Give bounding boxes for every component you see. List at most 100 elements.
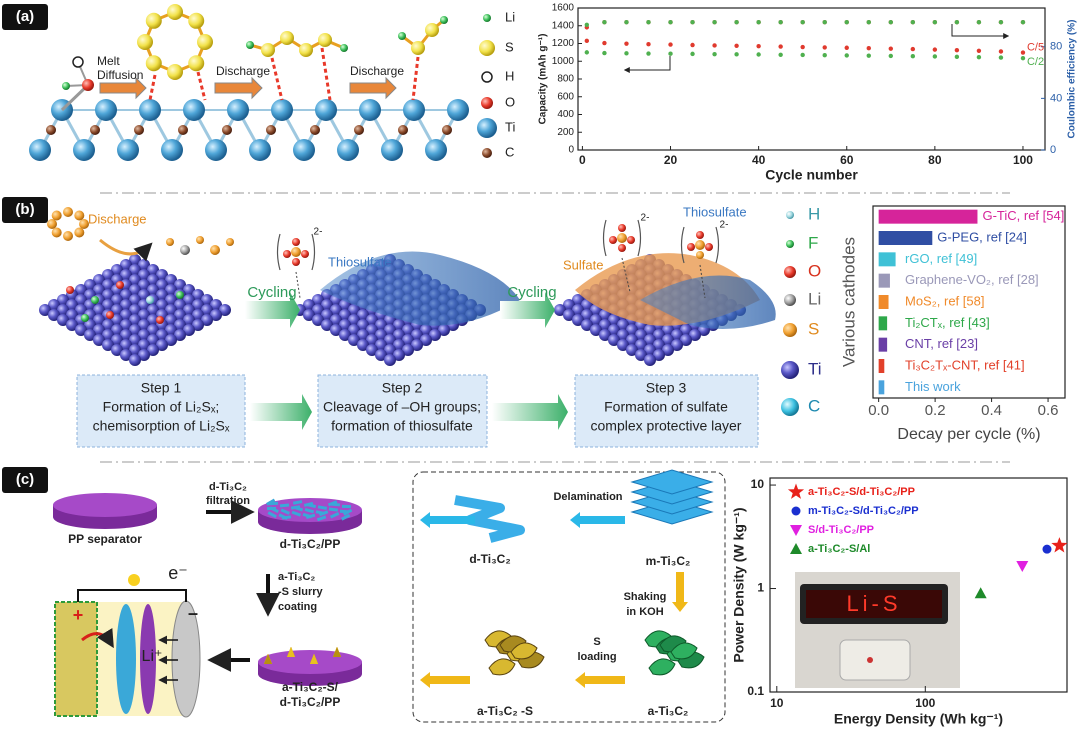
legend-label: a-Ti₃C₂-S/Al <box>808 543 870 555</box>
data-point <box>624 20 629 25</box>
atom <box>174 309 186 321</box>
atom <box>111 344 123 356</box>
atom <box>192 299 204 311</box>
panel-label: (c) <box>16 471 34 488</box>
crumpled-flake <box>670 642 698 660</box>
plot-frame <box>872 205 1066 399</box>
data-point <box>910 53 916 59</box>
flake <box>305 513 316 520</box>
atom <box>102 319 114 331</box>
label: Thiosulfate <box>328 254 392 269</box>
atom <box>188 12 205 29</box>
atom <box>617 319 629 331</box>
atom <box>653 349 665 361</box>
atom <box>689 329 701 341</box>
atom <box>75 304 87 316</box>
data-point <box>844 53 849 58</box>
electrode <box>54 601 98 717</box>
atom <box>210 299 222 311</box>
arrow <box>250 394 312 430</box>
atom <box>653 329 665 341</box>
data-point <box>866 53 871 58</box>
x-tick-label: 100 <box>915 696 935 710</box>
bond <box>60 83 90 112</box>
atom <box>609 236 617 244</box>
data-point <box>800 20 805 25</box>
atom <box>156 316 164 324</box>
step-boxes <box>76 374 759 448</box>
atom <box>48 309 60 321</box>
label: Cycling <box>507 284 556 301</box>
atom <box>384 324 396 336</box>
data-point <box>800 52 805 58</box>
y-axis-label: Capacity (mAh g⁻¹) <box>538 34 549 125</box>
y-tick-label: 1 <box>757 581 764 595</box>
legend-label: Ti <box>505 119 515 134</box>
atom <box>129 354 141 366</box>
legend-label: F <box>808 233 818 252</box>
atom <box>156 299 168 311</box>
atom <box>120 329 132 341</box>
atom <box>74 210 85 221</box>
atom <box>138 269 150 281</box>
category-label: MoS₂, ref [58] <box>905 293 984 308</box>
data-point <box>998 20 1004 25</box>
atom <box>340 44 348 52</box>
atom <box>165 334 177 346</box>
legend-label: S <box>505 39 514 54</box>
process-box <box>412 471 726 723</box>
atom <box>402 334 414 346</box>
flake <box>281 515 292 520</box>
atom <box>227 99 249 121</box>
atom <box>174 279 186 291</box>
atom <box>644 354 656 366</box>
flake <box>279 503 290 508</box>
legend-label: m-Ti₃C₂-S/d-Ti₃C₂/PP <box>808 505 919 517</box>
y2-tick-label: 40 <box>1050 92 1062 104</box>
atom <box>90 125 100 135</box>
data-point <box>584 22 590 27</box>
atom <box>174 299 186 311</box>
label: d-Ti₃C₂/PP <box>280 537 341 551</box>
atom <box>618 244 626 252</box>
atom <box>116 281 124 289</box>
data-point <box>910 46 916 52</box>
atom <box>626 324 638 336</box>
atom <box>627 236 635 244</box>
atom <box>662 344 674 356</box>
atom <box>134 125 144 135</box>
atom <box>201 304 213 316</box>
x-tick-label: 10 <box>770 696 784 710</box>
data-point <box>1051 537 1068 553</box>
label: Sulfate <box>563 257 603 272</box>
atom <box>384 354 396 366</box>
arrow <box>420 672 470 688</box>
atom <box>354 125 364 135</box>
atom <box>222 125 232 135</box>
crumpled-flake <box>648 658 676 676</box>
label: Formation of sulfate <box>604 399 728 415</box>
atom <box>429 329 441 341</box>
atom <box>246 41 254 49</box>
label: PP separator <box>68 532 142 546</box>
atom <box>572 304 584 316</box>
atom <box>47 219 57 229</box>
atom <box>93 304 105 316</box>
flake <box>267 511 277 519</box>
atom <box>51 210 62 221</box>
label: Discharge <box>350 64 404 78</box>
atom <box>348 334 360 346</box>
flake <box>287 647 295 657</box>
atom <box>75 284 87 296</box>
atom <box>210 309 222 321</box>
atom <box>617 329 629 341</box>
atom <box>29 139 51 161</box>
atom <box>696 251 704 259</box>
flake <box>292 500 303 505</box>
atom <box>315 99 337 121</box>
mxene-layer <box>630 469 714 495</box>
arrow <box>245 292 300 328</box>
arrow <box>420 512 475 528</box>
badge <box>2 4 48 30</box>
y-tick-label: 1000 <box>552 56 575 67</box>
